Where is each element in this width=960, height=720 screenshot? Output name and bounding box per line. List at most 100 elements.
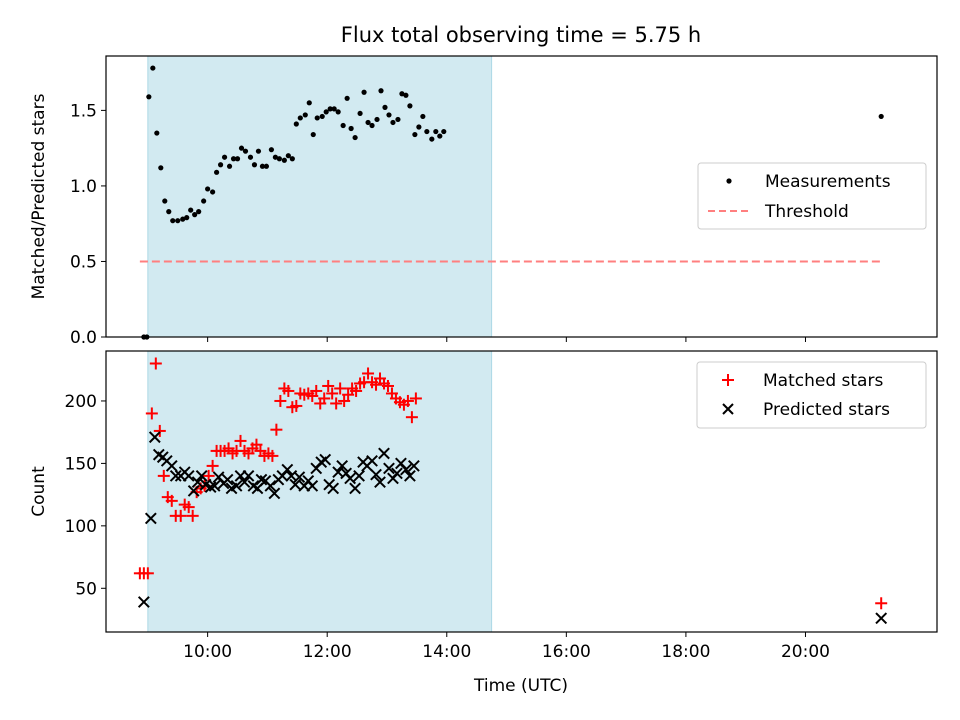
- predicted-point: [349, 482, 362, 495]
- top-plot-frame: [105, 55, 938, 338]
- measurement-point: [306, 100, 312, 106]
- top-y-tick-label: 0.5: [70, 252, 97, 272]
- predicted-point: [281, 463, 294, 476]
- predicted-point: [255, 473, 268, 486]
- chart-title: Flux total observing time = 5.75 h: [341, 23, 701, 47]
- measurement-point: [184, 215, 190, 221]
- x-tick-label: 20:00: [781, 642, 830, 662]
- predicted-point: [144, 512, 157, 525]
- predicted-point: [204, 481, 217, 494]
- bottom-panel: 10:00 12:00 14:00 16:00 18:00 20:00 50 100 150 2…: [29, 350, 938, 696]
- measurement-point: [166, 209, 172, 215]
- measurement-point: [420, 113, 426, 120]
- legend-measurements-marker: [726, 178, 732, 184]
- legend-matched-label: Matched stars: [763, 371, 883, 391]
- measurement-point: [251, 162, 258, 168]
- predicted-point: [293, 471, 306, 484]
- measurement-point: [378, 88, 384, 94]
- matched-point: [186, 509, 199, 522]
- predicted-point: [383, 462, 395, 475]
- measurement-point: [302, 112, 308, 118]
- matched-point: [202, 469, 215, 482]
- measurement-point: [158, 165, 164, 171]
- matched-point: [165, 494, 178, 507]
- predicted-point: [374, 476, 386, 489]
- matched-point: [326, 387, 339, 400]
- matched-point: [875, 597, 888, 610]
- measurement-point: [314, 115, 320, 121]
- measurement-point: [263, 163, 270, 169]
- measurement-point: [357, 110, 363, 117]
- measurement-point: [412, 131, 418, 138]
- measurement-point: [234, 156, 241, 162]
- x-axis-label: Time (UTC): [473, 676, 568, 696]
- matched-point: [401, 394, 414, 407]
- matched-point: [338, 394, 351, 407]
- matched-point: [266, 449, 279, 462]
- measurement-point: [146, 94, 152, 100]
- measurement-point: [335, 109, 341, 115]
- measurement-point: [276, 156, 282, 162]
- x-tick-label: 18:00: [661, 642, 710, 662]
- x-tick-label: 16:00: [542, 642, 591, 662]
- measurement-point: [214, 169, 220, 175]
- matched-point: [290, 399, 303, 412]
- predicted-point: [400, 463, 412, 476]
- measurement-point: [331, 106, 337, 112]
- bottom-plot-frame: [105, 350, 938, 633]
- matched-point: [274, 394, 287, 407]
- matched-point: [141, 567, 154, 580]
- measurement-point: [205, 186, 211, 192]
- measurement-point: [230, 156, 237, 162]
- legend-threshold-label: Threshold: [764, 202, 849, 222]
- predicted-point: [208, 479, 221, 492]
- measurement-point: [382, 104, 388, 110]
- predicted-point: [230, 479, 243, 492]
- predicted-point: [191, 476, 204, 489]
- matched-point: [381, 379, 394, 392]
- matched-point: [157, 469, 170, 482]
- predicted-point: [366, 454, 378, 467]
- x-tick-label: 14:00: [422, 642, 471, 662]
- measurement-point: [238, 145, 245, 151]
- matched-point: [174, 509, 187, 522]
- measurement-point: [344, 95, 350, 101]
- matched-point: [334, 382, 347, 395]
- measurement-point: [310, 131, 316, 138]
- matched-point: [310, 384, 323, 397]
- x-tick-label: 12:00: [303, 642, 352, 662]
- predicted-point: [148, 431, 161, 444]
- measurement-point: [217, 162, 224, 168]
- measurement-point: [319, 113, 325, 120]
- measurement-point: [429, 136, 435, 142]
- legend-measurements-label: Measurements: [765, 172, 891, 192]
- matched-point: [318, 392, 331, 405]
- measurement-point: [247, 154, 254, 160]
- measurement-point: [390, 119, 396, 126]
- matched-point: [250, 438, 263, 451]
- matched-point: [270, 423, 283, 436]
- matched-point: [206, 459, 219, 472]
- matched-point: [149, 357, 162, 370]
- matched-point: [405, 411, 418, 424]
- measurement-point: [180, 216, 186, 222]
- predicted-point: [264, 479, 277, 492]
- measurement-point: [327, 106, 333, 112]
- predicted-point: [370, 468, 382, 481]
- matched-point: [350, 384, 363, 397]
- measurement-point: [374, 116, 380, 123]
- predicted-point: [137, 596, 150, 608]
- measurement-point: [323, 109, 329, 115]
- matched-point: [362, 367, 375, 380]
- legend-predicted-label: Predicted stars: [763, 400, 890, 420]
- measurement-point: [150, 65, 156, 71]
- measurement-point: [407, 103, 413, 109]
- top-y-tick-label: 1.0: [70, 177, 97, 197]
- matched-point: [342, 388, 355, 401]
- measurement-point: [340, 122, 346, 129]
- predicted-point: [169, 469, 182, 482]
- matched-point: [370, 378, 383, 391]
- predicted-point: [182, 469, 195, 482]
- bottom-y-tick-label: 200: [65, 392, 97, 412]
- legend-predicted-marker: [722, 403, 734, 415]
